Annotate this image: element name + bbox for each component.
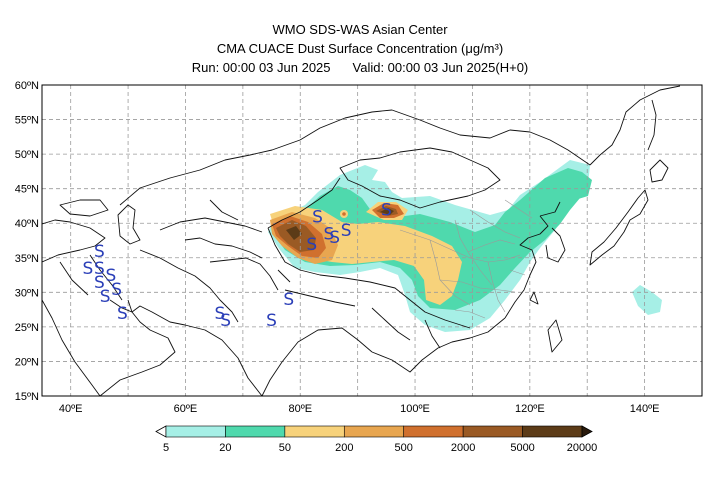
map-frame: [41, 84, 703, 397]
longitude-labels: 40ºE 60ºE 80ºE 100ºE 120ºE 140ºE: [59, 403, 660, 415]
longitude-label: 60ºE: [174, 403, 198, 415]
colorbar-label: 20000: [567, 442, 598, 454]
colorbar-label: 2000: [451, 442, 475, 454]
latitude-label: 60ºN: [15, 80, 39, 92]
latitude-label: 55ºN: [15, 115, 39, 127]
graticule: [42, 85, 702, 396]
dust-level-7: [286, 226, 302, 240]
sandstorm-symbol: S: [94, 242, 105, 262]
colorbar-segment: [165, 425, 226, 438]
colorbar-segment: [225, 425, 286, 438]
run-time: Run: 00:00 03 Jun 2025: [191, 60, 331, 75]
colorbar-label: 20: [219, 442, 231, 454]
sandstorm-symbol: S: [324, 225, 335, 245]
sandstorm-symbol: S: [329, 228, 340, 248]
longitude-label: 140ºE: [630, 403, 660, 415]
sandstorm-symbol: S: [381, 200, 392, 220]
dust-shading: [268, 160, 662, 332]
colorbar-label: 500: [395, 442, 413, 454]
dust-level-2: [568, 172, 592, 200]
colorbar-label: 200: [335, 442, 353, 454]
valid-time: Valid: 00:00 03 Jun 2025(H+0): [352, 60, 529, 75]
sandstorm-symbol: S: [215, 304, 226, 324]
latitude-label: 45ºN: [15, 184, 39, 196]
colorbar-segment: [403, 425, 464, 438]
colorbar-segment: [343, 425, 405, 438]
sandstorm-symbol: S: [220, 311, 231, 331]
longitude-label: 80ºE: [288, 403, 312, 415]
dust-level-7: [380, 208, 394, 215]
latitude-label: 35ºN: [15, 253, 39, 265]
colorbar-segment: [522, 425, 583, 438]
sandstorm-symbol: S: [83, 259, 94, 279]
longitude-label: 100ºE: [400, 403, 430, 415]
latitude-labels: 60ºN 55ºN 50ºN 45ºN 40ºN 35ºN 30ºN 25ºN 20ºN 15ºN: [15, 80, 39, 403]
colorbar-label: 50: [279, 442, 291, 454]
sandstorm-symbol: S: [100, 287, 111, 307]
latitude-label: 40ºN: [15, 218, 39, 230]
latitude-label: 30ºN: [15, 287, 39, 299]
province-lines: [399, 199, 533, 319]
title-line-1: WMO SDS-WAS Asian Center: [272, 22, 448, 37]
sandstorm-symbol: S: [306, 235, 317, 255]
longitude-label: 120ºE: [515, 403, 545, 415]
sandstorm-symbol: S: [94, 259, 105, 279]
colorbar-segment: [462, 425, 523, 438]
colorbar: 5 20 50 200 500 2000 5000 20000: [155, 425, 598, 454]
dust-level-1: [632, 285, 662, 315]
dust-hotspot: [342, 212, 346, 216]
colorbar-segment: [284, 425, 345, 438]
colorbar-label: 5: [163, 442, 169, 454]
sandstorm-symbol: S: [105, 266, 116, 286]
boundaries: [42, 85, 681, 396]
colorbar-label: 5000: [510, 442, 534, 454]
latitude-label: 25ºN: [15, 322, 39, 334]
sandstorm-symbol: S: [266, 311, 277, 331]
latitude-label: 15ºN: [15, 391, 39, 403]
colorbar-under-arrow: [155, 425, 167, 438]
longitude-label: 40ºE: [59, 403, 83, 415]
latitude-label: 50ºN: [15, 149, 39, 161]
sandstorm-symbol: S: [111, 280, 122, 300]
sandstorm-symbol: S: [94, 273, 105, 293]
colorbar-over-arrow: [581, 425, 593, 438]
sandstorm-symbol: S: [117, 304, 128, 324]
sandstorm-symbol: S: [312, 207, 323, 227]
latitude-label: 20ºN: [15, 356, 39, 368]
title-line-3: Run: 00:00 03 Jun 2025 Valid: 00:00 03 Ju…: [0, 60, 720, 76]
sandstorm-symbol: S: [283, 290, 294, 310]
title-line-2: CMA CUACE Dust Surface Concentration (μg…: [216, 41, 504, 56]
sandstorm-symbol: S: [341, 221, 352, 241]
